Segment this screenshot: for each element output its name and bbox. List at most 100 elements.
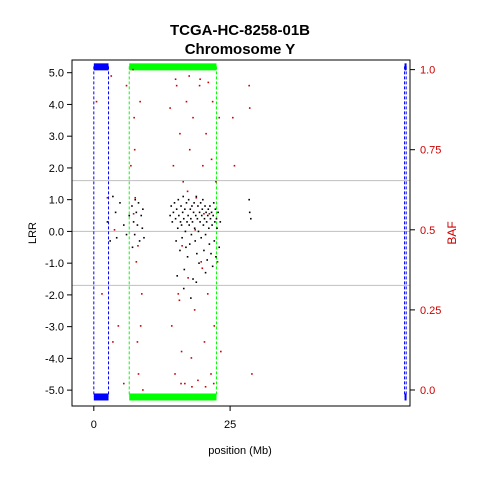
lrr-point — [215, 256, 217, 258]
lrr-point — [182, 217, 185, 220]
lrr-point — [125, 233, 128, 236]
baf-point — [106, 196, 109, 199]
lrr-point — [209, 205, 211, 207]
lrr-point — [176, 275, 179, 277]
baf-point — [198, 84, 201, 87]
lrr-point — [193, 227, 196, 230]
lrr-point — [142, 208, 144, 210]
lrr-point — [203, 249, 205, 252]
par1-bar-bottom — [93, 393, 109, 401]
lrr-point — [143, 236, 145, 239]
baf-point — [133, 116, 135, 119]
lrr-point — [186, 221, 188, 223]
lrr-point — [180, 205, 182, 207]
lrr-point — [210, 211, 213, 214]
baf-point — [200, 261, 203, 263]
y-left-tick-label: 5.0 — [49, 68, 64, 80]
x-tick-label: 0 — [91, 419, 97, 431]
lrr-point — [190, 297, 192, 299]
plot-frame — [71, 59, 411, 407]
y-left-tick-label: -2.0 — [45, 290, 64, 302]
lrr-point — [196, 217, 199, 220]
baf-point — [182, 180, 185, 183]
plot-area: 5.0 4.0 3.0 2.0 1.0 0.0 -1.0 -2.0 -3.0 -4.0 -5.0 1.… — [45, 59, 441, 431]
lrr-point — [137, 202, 140, 204]
lrr-point — [193, 202, 195, 204]
lrr-point — [122, 224, 125, 226]
lrr-point — [248, 211, 251, 214]
lrr-point — [212, 202, 215, 204]
lrr-point — [217, 211, 219, 214]
baf-point — [193, 309, 196, 311]
lrr-point — [250, 217, 252, 220]
lrr-point — [188, 224, 191, 226]
y-left-tick-label: 2.0 — [49, 163, 64, 175]
lrr-point — [185, 202, 188, 204]
baf-point — [184, 382, 186, 385]
lrr-point — [214, 208, 217, 210]
baf-point — [203, 212, 205, 215]
lrr-point — [206, 259, 208, 261]
lrr-point — [199, 221, 201, 223]
lrr-point — [170, 205, 173, 207]
lrr-point — [172, 211, 175, 214]
lrr-point — [202, 224, 205, 226]
y-right-tick-label: 0.25 — [420, 305, 441, 317]
lrr-point — [185, 246, 187, 249]
baf-point — [248, 84, 250, 87]
baf-point — [213, 325, 216, 327]
x-tick-label: 25 — [224, 419, 236, 431]
lrr-point — [179, 221, 182, 223]
baf-point — [95, 100, 98, 103]
lrr-point — [179, 249, 181, 252]
lrr-point — [132, 221, 135, 223]
y-axis-left-label: LRR — [27, 222, 39, 244]
chart-subtitle: Chromosome Y — [185, 41, 296, 58]
lrr-point — [175, 240, 177, 242]
lrr-point — [176, 227, 179, 230]
y-left-tick-label: -5.0 — [45, 385, 64, 397]
baf-point — [181, 245, 183, 247]
y-left-tick-label: 3.0 — [49, 131, 64, 143]
baf-point — [201, 267, 204, 270]
y-right-tick-label: 1.0 — [420, 65, 435, 77]
baf-point — [174, 78, 177, 81]
baf-point — [175, 84, 178, 87]
lrr-point — [207, 208, 210, 210]
baf-point — [174, 373, 176, 375]
baf-point — [179, 132, 181, 135]
baf-point — [178, 299, 181, 302]
lrr-point — [205, 221, 208, 223]
baf-point — [132, 212, 135, 215]
baf-point — [212, 382, 215, 385]
lrr-point — [214, 221, 216, 223]
lrr-point — [205, 211, 207, 214]
baf-point — [113, 228, 116, 231]
lrr-point — [135, 211, 138, 214]
lrr-point — [131, 246, 134, 249]
lrr-point — [211, 224, 213, 226]
lrr-point — [201, 208, 204, 210]
lrr-point — [119, 202, 121, 204]
lrr-point — [186, 256, 189, 258]
centromere-bar-top — [129, 63, 217, 71]
baf-point — [139, 100, 141, 103]
lrr-point — [187, 214, 189, 217]
lrr-point — [182, 287, 185, 290]
lrr-point — [216, 227, 218, 230]
y-axis-right-label: BAF — [445, 221, 459, 244]
baf-point — [133, 148, 136, 151]
lrr-point — [181, 211, 184, 214]
lrr-point — [180, 224, 183, 226]
lrr-point — [192, 211, 195, 214]
baf-point — [216, 261, 219, 263]
lrr-point — [212, 214, 214, 217]
lrr-point — [133, 233, 136, 236]
lrr-point — [191, 205, 193, 207]
baf-point — [187, 277, 189, 279]
baf-point — [132, 68, 134, 71]
lrr-point — [204, 271, 207, 274]
baf-point — [192, 116, 194, 119]
lrr-point — [248, 198, 250, 201]
